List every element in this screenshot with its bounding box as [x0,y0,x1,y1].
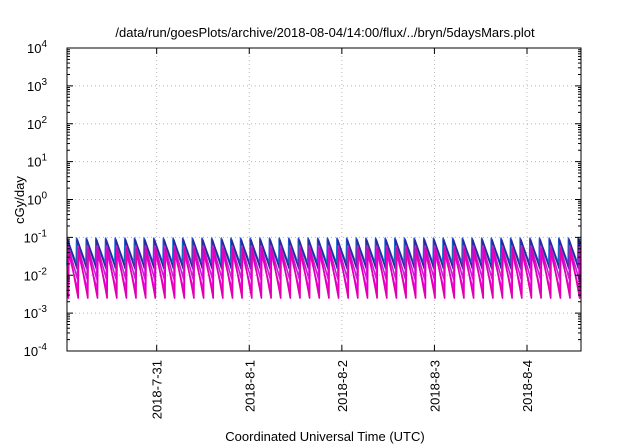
x-tick-label: 2018-8-3 [427,360,442,412]
y-tick-label: 100 [27,191,47,208]
y-tick-label: 103 [27,77,47,94]
chart-title: /data/run/goesPlots/archive/2018-08-04/1… [115,25,535,40]
y-tick-label: 10-2 [24,266,48,283]
y-tick-label: 101 [27,153,47,170]
y-tick-label: 10-3 [24,304,48,321]
x-tick-label: 2018-7-31 [150,360,165,419]
x-axis: 2018-7-31 2018-8-1 2018-8-2 2018-8-3 2018-8-… [150,48,535,419]
y-tick-label: 104 [27,39,47,56]
x-tick-label: 2018-8-1 [242,360,257,412]
series-line [66,248,581,299]
series-layer [66,237,582,299]
series-line [66,239,582,270]
y-axis: 10-4 10-3 10-2 10-1 100 101 102 103 104 [24,39,581,359]
y-tick-label: 102 [27,115,47,132]
grid [67,47,581,352]
y-tick-label: 10-4 [24,342,48,359]
x-tick-label: 2018-8-2 [335,360,350,412]
x-tick-label: 2018-8-4 [520,360,535,412]
y-axis-label: cGy/day [12,176,27,224]
x-axis-label: Coordinated Universal Time (UTC) [225,429,424,444]
y-tick-label: 10-1 [24,228,48,245]
